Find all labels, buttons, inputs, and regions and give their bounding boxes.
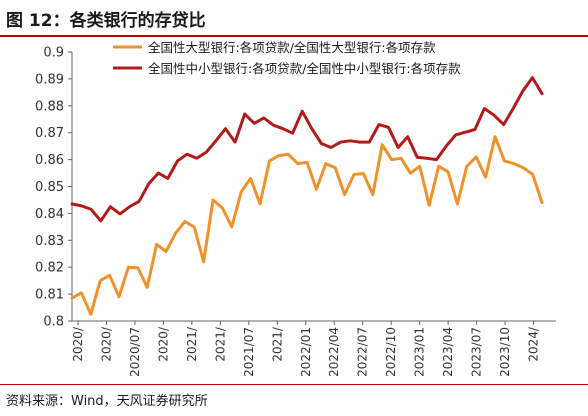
- x-tick-label: 2023/04: [441, 327, 455, 377]
- x-tick-label: 2020/: [156, 326, 170, 362]
- y-tick-label: 0.86: [35, 153, 64, 168]
- x-tick-label: 2023/10: [498, 327, 512, 377]
- figure-title: 图 12：各类银行的存贷比: [6, 11, 206, 31]
- y-tick-label: 0.84: [35, 207, 64, 222]
- x-tick-label: 2022/07: [356, 327, 370, 377]
- x-tick-label: 2021/: [213, 326, 227, 362]
- x-tick-label: 2024/: [527, 326, 541, 362]
- line-chart: 0.8 0.81 0.82 0.83 0.84 0.85 0.86 0.87 0.88 0.89 0…: [35, 40, 556, 377]
- x-tick-label: 2022/01: [299, 327, 313, 377]
- legend: 全国性大型银行:各项贷款/全国性大型银行:各项存款全国性中小型银行:各项贷款/全…: [113, 40, 461, 76]
- source-note: 资料来源：Wind，天风证券研究所: [6, 394, 208, 409]
- series-line-small-medium-banks: [70, 76, 544, 223]
- y-tick-label: 0.87: [35, 126, 64, 141]
- series-line-large-banks: [70, 135, 544, 316]
- x-tick-label: 2021/: [185, 326, 199, 362]
- source-rule: [0, 384, 588, 385]
- y-tick-label: 0.83: [35, 234, 64, 249]
- x-tick-label: 2023/01: [413, 327, 427, 377]
- y-tick-label: 0.81: [35, 288, 64, 303]
- series-layer: [70, 76, 544, 316]
- x-tick-label: 2022/04: [327, 327, 341, 377]
- x-tick-label: 2022/10: [384, 327, 398, 377]
- y-tick-label: 0.85: [35, 180, 64, 195]
- y-tick-label: 0.89: [35, 72, 64, 87]
- x-tick-label: 2020/: [99, 326, 113, 362]
- x-tick-label: 2021/: [270, 326, 284, 362]
- x-tick-label: 2021/07: [242, 327, 256, 377]
- x-tick-label: 2023/07: [470, 327, 484, 377]
- x-tick-label: 2020/: [71, 326, 85, 362]
- y-tick-label: 0.8: [43, 315, 64, 330]
- y-tick-label: 0.88: [35, 99, 64, 114]
- y-tick-label: 0.82: [35, 261, 64, 276]
- y-tick-label: 0.9: [43, 46, 64, 61]
- axes: 0.8 0.81 0.82 0.83 0.84 0.85 0.86 0.87 0.88 0.89 0…: [35, 46, 556, 377]
- title-rule: [0, 35, 588, 37]
- legend-label: 全国性中小型银行:各项贷款/全国性中小型银行:各项存款: [148, 61, 461, 76]
- legend-label: 全国性大型银行:各项贷款/全国性大型银行:各项存款: [148, 40, 436, 55]
- x-tick-label: 2020/07: [128, 327, 142, 377]
